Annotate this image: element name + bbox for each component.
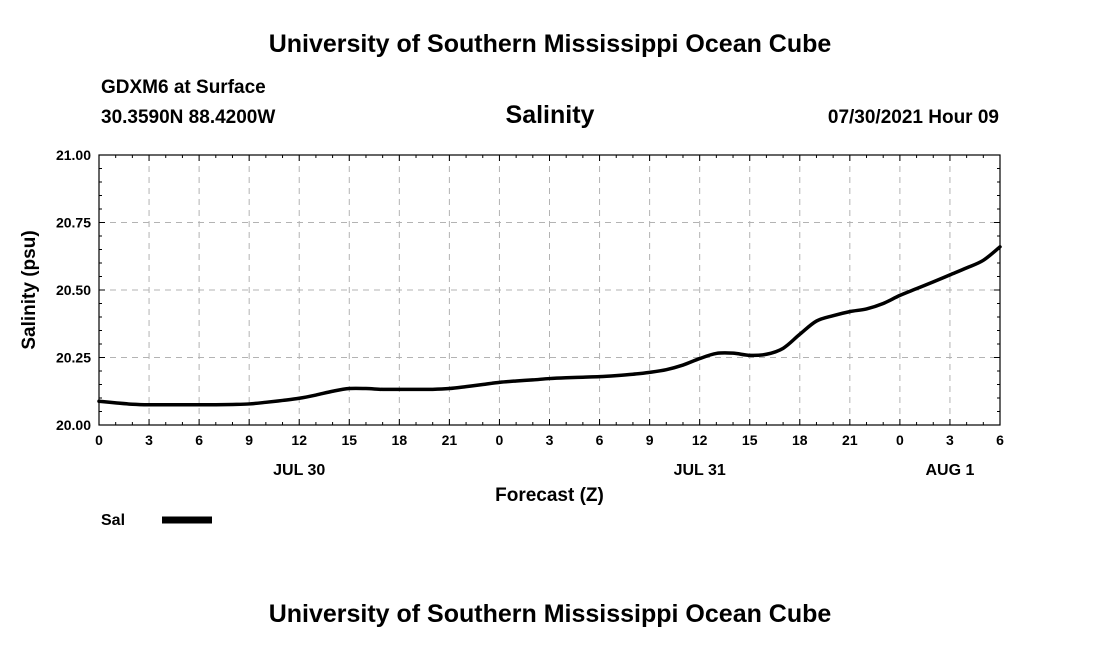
y-axis-title: Salinity (psu)	[19, 230, 40, 349]
legend: Sal	[101, 512, 212, 529]
x-tick-label: 15	[341, 432, 357, 448]
forecast-time: 07/30/2021 Hour 09	[827, 107, 999, 128]
date-label: JUL 31	[674, 462, 726, 479]
axes	[98, 154, 1001, 426]
station-name: GDXM6 at Surface	[101, 77, 266, 98]
series-layer	[97, 245, 1002, 407]
footer-title: University of Southern Mississippi Ocean…	[268, 600, 832, 628]
x-tick-label: 9	[245, 432, 253, 448]
x-tick-label: 21	[442, 432, 458, 448]
x-axis-title: Forecast (Z)	[495, 485, 604, 506]
y-tick-label: 20.50	[56, 282, 91, 298]
x-tick-label: 3	[546, 432, 554, 448]
grid-lines	[99, 155, 1000, 425]
axis-labels: 0 3 6 9 12 15 18 21 0 3 6 9 12 15 18 21 0 3 6 JUL 30 JUL 31 A…	[19, 147, 1004, 506]
x-tick-label: 6	[996, 432, 1004, 448]
y-tick-label: 20.75	[56, 215, 91, 231]
y-tick-label: 20.00	[56, 417, 91, 433]
header-title: University of Southern Mississippi Ocean…	[268, 30, 832, 58]
date-label: AUG 1	[925, 462, 974, 479]
x-tick-label: 0	[896, 432, 904, 448]
x-tick-label: 15	[742, 432, 758, 448]
x-tick-label: 18	[392, 432, 408, 448]
x-tick-label: 21	[842, 432, 858, 448]
x-tick-label: 0	[95, 432, 103, 448]
x-tick-label: 12	[291, 432, 307, 448]
x-tick-label: 18	[792, 432, 808, 448]
y-tick-label: 21.00	[56, 147, 91, 163]
x-tick-label: 6	[596, 432, 604, 448]
x-tick-label: 3	[946, 432, 954, 448]
series-line-sal	[97, 245, 1002, 407]
x-tick-label: 12	[692, 432, 708, 448]
x-tick-label: 9	[646, 432, 654, 448]
x-tick-label: 0	[496, 432, 504, 448]
x-tick-label: 6	[195, 432, 203, 448]
legend-label: Sal	[101, 512, 125, 529]
x-tick-label: 3	[145, 432, 153, 448]
plot-title: Salinity	[505, 101, 595, 129]
station-coordinates: 30.3590N 88.4200W	[101, 107, 276, 128]
y-tick-label: 20.25	[56, 350, 91, 366]
date-label: JUL 30	[273, 462, 325, 479]
